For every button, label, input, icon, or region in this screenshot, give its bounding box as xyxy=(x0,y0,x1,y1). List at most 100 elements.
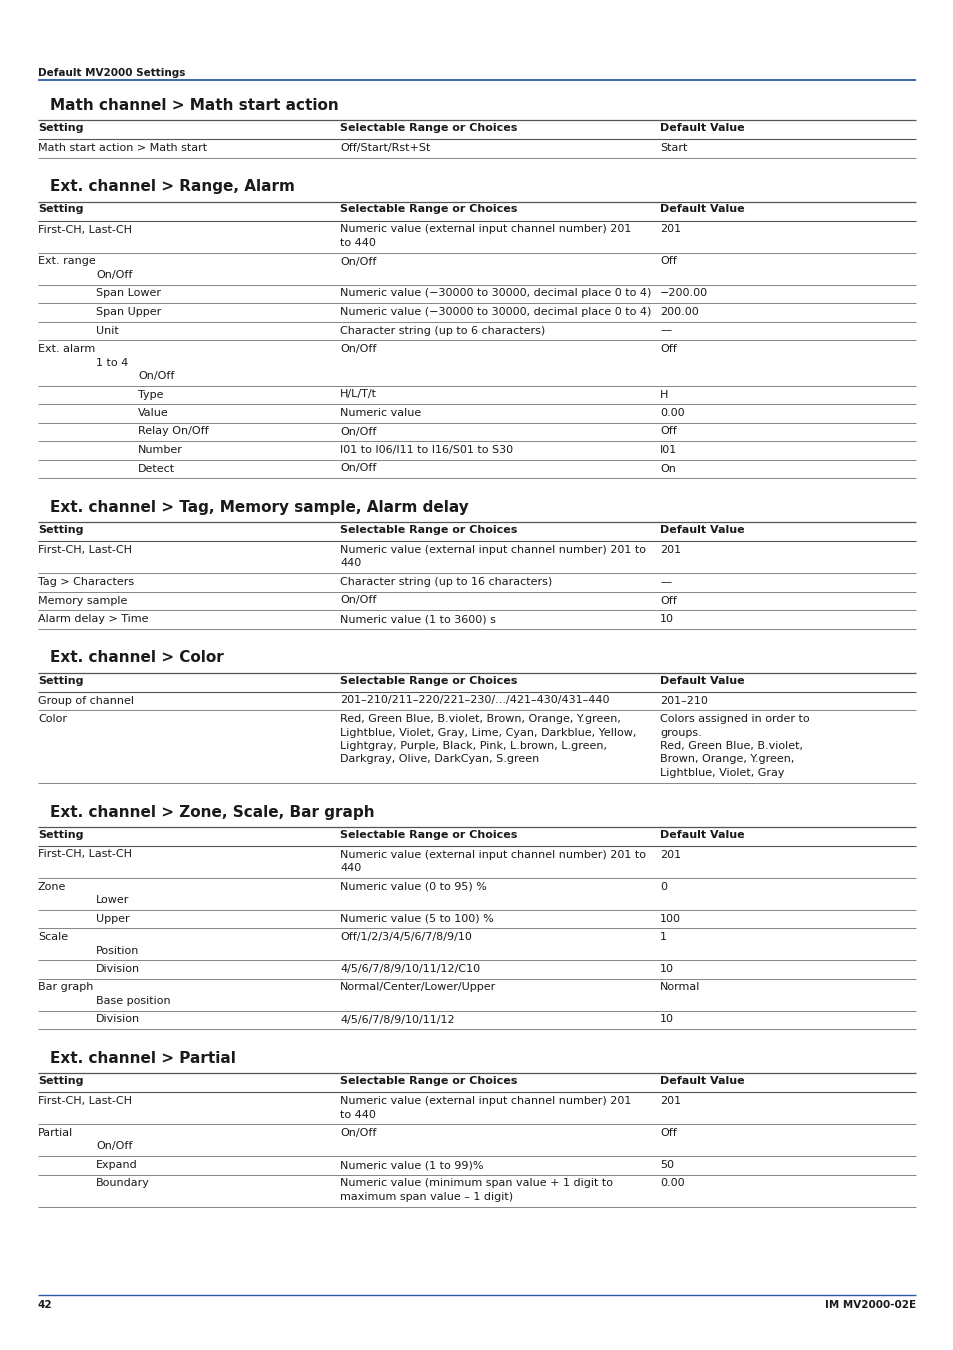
Text: Zone: Zone xyxy=(38,882,67,891)
Text: Numeric value (minimum span value + 1 digit to: Numeric value (minimum span value + 1 di… xyxy=(339,1179,613,1188)
Text: Color: Color xyxy=(38,714,67,724)
Text: On/Off: On/Off xyxy=(138,371,174,381)
Text: Unit: Unit xyxy=(96,325,118,336)
Text: 4/5/6/7/8/9/10/11/12/C10: 4/5/6/7/8/9/10/11/12/C10 xyxy=(339,964,479,973)
Text: Span Lower: Span Lower xyxy=(96,289,161,298)
Text: Value: Value xyxy=(138,408,169,418)
Text: 201–210/211–220/221–230/.../421–430/431–440: 201–210/211–220/221–230/.../421–430/431–… xyxy=(339,695,609,706)
Text: 1 to 4: 1 to 4 xyxy=(96,358,128,367)
Text: groups.: groups. xyxy=(659,728,701,737)
Text: Ext. channel > Tag, Memory sample, Alarm delay: Ext. channel > Tag, Memory sample, Alarm… xyxy=(50,500,468,514)
Text: Division: Division xyxy=(96,964,140,973)
Text: Default MV2000 Settings: Default MV2000 Settings xyxy=(38,68,185,78)
Text: Normal: Normal xyxy=(659,983,700,992)
Text: I01 to I06/I11 to I16/S01 to S30: I01 to I06/I11 to I16/S01 to S30 xyxy=(339,446,513,455)
Text: Off: Off xyxy=(659,256,676,266)
Text: H: H xyxy=(659,390,668,400)
Text: to 440: to 440 xyxy=(339,1110,375,1119)
Text: Ext. channel > Partial: Ext. channel > Partial xyxy=(50,1052,235,1066)
Text: Selectable Range or Choices: Selectable Range or Choices xyxy=(339,123,517,134)
Text: Red, Green Blue, B.violet, Brown, Orange, Y.green,: Red, Green Blue, B.violet, Brown, Orange… xyxy=(339,714,620,724)
Text: Numeric value (external input channel number) 201: Numeric value (external input channel nu… xyxy=(339,224,631,235)
Text: Selectable Range or Choices: Selectable Range or Choices xyxy=(339,204,517,215)
Text: Numeric value (external input channel number) 201: Numeric value (external input channel nu… xyxy=(339,1096,631,1106)
Text: —: — xyxy=(659,576,670,587)
Text: Tag > Characters: Tag > Characters xyxy=(38,576,134,587)
Text: Alarm delay > Time: Alarm delay > Time xyxy=(38,614,149,624)
Text: —: — xyxy=(659,325,670,336)
Text: First-CH, Last-CH: First-CH, Last-CH xyxy=(38,1096,132,1106)
Text: On/Off: On/Off xyxy=(96,270,132,279)
Text: Memory sample: Memory sample xyxy=(38,595,128,606)
Text: 100: 100 xyxy=(659,914,680,923)
Text: Off: Off xyxy=(659,1129,676,1138)
Text: Base position: Base position xyxy=(96,996,171,1006)
Text: Off/1/2/3/4/5/6/7/8/9/10: Off/1/2/3/4/5/6/7/8/9/10 xyxy=(339,931,472,942)
Text: On/Off: On/Off xyxy=(96,1142,132,1152)
Text: Selectable Range or Choices: Selectable Range or Choices xyxy=(339,525,517,535)
Text: Number: Number xyxy=(138,446,183,455)
Text: On: On xyxy=(659,463,675,474)
Text: Expand: Expand xyxy=(96,1160,137,1170)
Text: Lightblue, Violet, Gray: Lightblue, Violet, Gray xyxy=(659,768,783,778)
Text: to 440: to 440 xyxy=(339,238,375,248)
Text: Numeric value (external input channel number) 201 to: Numeric value (external input channel nu… xyxy=(339,545,645,555)
Text: 201–210: 201–210 xyxy=(659,695,707,706)
Text: Ext. channel > Range, Alarm: Ext. channel > Range, Alarm xyxy=(50,180,294,194)
Text: 200.00: 200.00 xyxy=(659,306,698,317)
Text: 10: 10 xyxy=(659,1014,673,1025)
Text: Numeric value (1 to 99)%: Numeric value (1 to 99)% xyxy=(339,1160,483,1170)
Text: Type: Type xyxy=(138,390,163,400)
Text: Setting: Setting xyxy=(38,1076,84,1085)
Text: Default Value: Default Value xyxy=(659,829,744,840)
Text: 201: 201 xyxy=(659,224,680,235)
Text: Math start action > Math start: Math start action > Math start xyxy=(38,143,207,153)
Text: Numeric value (1 to 3600) s: Numeric value (1 to 3600) s xyxy=(339,614,496,624)
Text: Default Value: Default Value xyxy=(659,525,744,535)
Text: On/Off: On/Off xyxy=(339,595,376,606)
Text: Numeric value (−30000 to 30000, decimal place 0 to 4): Numeric value (−30000 to 30000, decimal … xyxy=(339,289,651,298)
Text: I01: I01 xyxy=(659,446,677,455)
Text: Detect: Detect xyxy=(138,463,175,474)
Text: 10: 10 xyxy=(659,964,673,973)
Text: Normal/Center/Lower/Upper: Normal/Center/Lower/Upper xyxy=(339,983,496,992)
Text: 201: 201 xyxy=(659,545,680,555)
Text: Ext. channel > Color: Ext. channel > Color xyxy=(50,651,224,666)
Text: Character string (up to 6 characters): Character string (up to 6 characters) xyxy=(339,325,545,336)
Text: 42: 42 xyxy=(38,1300,52,1310)
Text: Setting: Setting xyxy=(38,829,84,840)
Text: −200.00: −200.00 xyxy=(659,289,707,298)
Text: Relay On/Off: Relay On/Off xyxy=(138,427,209,436)
Text: Group of channel: Group of channel xyxy=(38,695,133,706)
Text: Boundary: Boundary xyxy=(96,1179,150,1188)
Text: Lightgray, Purple, Black, Pink, L.brown, L.green,: Lightgray, Purple, Black, Pink, L.brown,… xyxy=(339,741,606,751)
Text: On/Off: On/Off xyxy=(339,1129,376,1138)
Text: Off/Start/Rst+St: Off/Start/Rst+St xyxy=(339,143,430,153)
Text: Brown, Orange, Y.green,: Brown, Orange, Y.green, xyxy=(659,755,794,764)
Text: Lower: Lower xyxy=(96,895,130,905)
Text: Default Value: Default Value xyxy=(659,204,744,215)
Text: Colors assigned in order to: Colors assigned in order to xyxy=(659,714,809,724)
Text: 201: 201 xyxy=(659,849,680,860)
Text: 440: 440 xyxy=(339,559,361,568)
Text: H/L/T/t: H/L/T/t xyxy=(339,390,376,400)
Text: Setting: Setting xyxy=(38,525,84,535)
Text: Default Value: Default Value xyxy=(659,123,744,134)
Text: On/Off: On/Off xyxy=(339,427,376,436)
Text: 0.00: 0.00 xyxy=(659,1179,684,1188)
Text: Bar graph: Bar graph xyxy=(38,983,93,992)
Text: Span Upper: Span Upper xyxy=(96,306,161,317)
Text: First-CH, Last-CH: First-CH, Last-CH xyxy=(38,849,132,860)
Text: Selectable Range or Choices: Selectable Range or Choices xyxy=(339,829,517,840)
Text: 0.00: 0.00 xyxy=(659,408,684,418)
Text: Setting: Setting xyxy=(38,123,84,134)
Text: Default Value: Default Value xyxy=(659,1076,744,1085)
Text: Position: Position xyxy=(96,945,139,956)
Text: Numeric value (−30000 to 30000, decimal place 0 to 4): Numeric value (−30000 to 30000, decimal … xyxy=(339,306,651,317)
Text: First-CH, Last-CH: First-CH, Last-CH xyxy=(38,224,132,235)
Text: Numeric value (external input channel number) 201 to: Numeric value (external input channel nu… xyxy=(339,849,645,860)
Text: Setting: Setting xyxy=(38,675,84,686)
Text: First-CH, Last-CH: First-CH, Last-CH xyxy=(38,545,132,555)
Text: Off: Off xyxy=(659,344,676,354)
Text: Ext. channel > Zone, Scale, Bar graph: Ext. channel > Zone, Scale, Bar graph xyxy=(50,805,375,819)
